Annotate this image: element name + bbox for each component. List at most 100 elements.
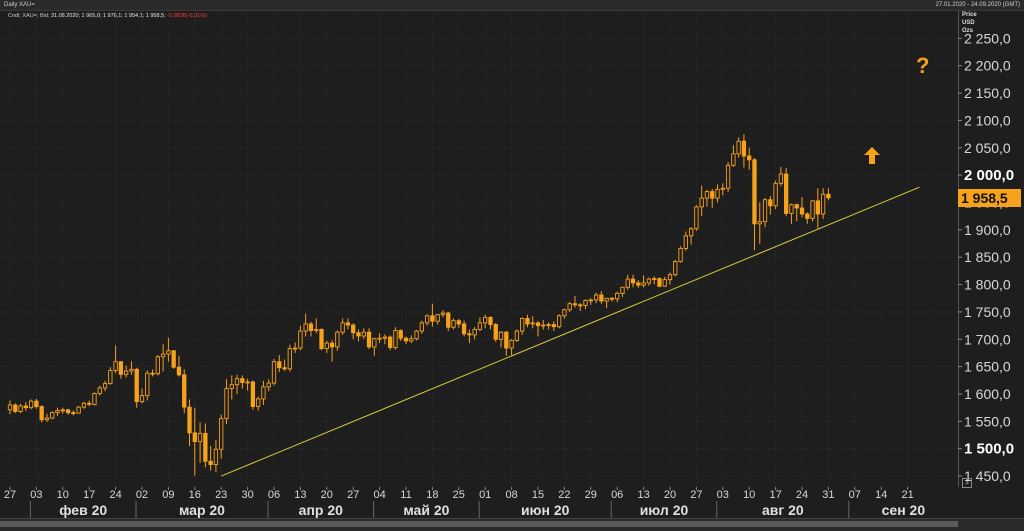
candle-body (762, 199, 768, 223)
candle-body (277, 361, 282, 369)
x-tick-label: 22 (558, 489, 570, 501)
candle (625, 274, 630, 291)
x-tick-label: 13 (637, 489, 649, 501)
month-label: май 20 (403, 502, 449, 518)
candle-body (155, 356, 160, 375)
candle (477, 317, 483, 332)
candle (546, 322, 551, 330)
candle (92, 392, 97, 406)
candle (646, 277, 652, 286)
candle (657, 277, 662, 288)
x-axis[interactable]: 27 03 10 17 24 02 09 16 23 30 06 13 20 27 04 11 18 25 01 08… (0, 487, 958, 518)
candle (229, 375, 234, 400)
candle (44, 413, 50, 422)
candle (461, 320, 467, 337)
candle-body (118, 361, 124, 375)
candle (773, 180, 778, 210)
candle (7, 400, 13, 415)
candle-body (699, 197, 704, 208)
up-arrow-icon (864, 147, 880, 164)
candle (187, 399, 192, 446)
candle (377, 333, 382, 344)
candle (741, 134, 747, 168)
candle (303, 313, 308, 337)
candle-body (182, 374, 187, 408)
candle (39, 405, 44, 423)
candle (60, 407, 65, 414)
unit-ozs: Ozs (962, 28, 974, 34)
candle-body (229, 384, 234, 389)
candle (683, 231, 688, 251)
x-tick-label: 31 (822, 489, 834, 501)
candle (562, 308, 567, 319)
candle-body (535, 322, 541, 327)
candle-body (477, 322, 483, 330)
x-tick-label: 03 (717, 489, 729, 501)
candle-body (419, 322, 424, 332)
candle (319, 328, 324, 351)
candle-body (314, 328, 319, 331)
y-tick-label: 2 000,0 (964, 167, 1014, 184)
y-tick-label: 2 050,0 (964, 140, 1011, 156)
candle-body (636, 282, 641, 286)
axis-corner-button[interactable]: 3 (962, 478, 972, 488)
candle (636, 280, 641, 288)
candle (514, 329, 520, 343)
candle (271, 358, 277, 386)
candlestick-chart[interactable] (0, 11, 958, 487)
candle (102, 380, 108, 392)
candle-body (240, 378, 245, 383)
candle-body (23, 405, 28, 409)
candle-body (108, 370, 113, 385)
candle-body (662, 279, 667, 287)
x-tick-label: 08 (505, 489, 517, 501)
x-tick-label: 15 (532, 489, 544, 501)
y-tick-label: 1 600,0 (964, 386, 1011, 402)
candle-body (372, 338, 377, 348)
x-tick-label: 17 (83, 489, 95, 501)
candle (805, 212, 810, 224)
candle-body (129, 368, 134, 372)
candle-body (520, 318, 525, 332)
candle-body (208, 460, 213, 466)
candle (250, 380, 256, 410)
candle-body (366, 331, 372, 348)
candle-body (673, 261, 678, 276)
candle-body (92, 392, 97, 405)
candle-body (609, 297, 615, 300)
price-axis[interactable] (958, 11, 1024, 487)
candle-body (28, 400, 34, 409)
candle (699, 185, 704, 217)
y-tick-label: 1 450,0 (964, 468, 1011, 484)
candle-body (615, 292, 620, 300)
candle-body (440, 312, 446, 316)
candle-body (625, 278, 630, 288)
candle-body (187, 406, 192, 434)
candle-body (483, 316, 488, 324)
x-tick-label: 24 (796, 489, 808, 501)
x-tick-label: 01 (479, 489, 491, 501)
candle-body (514, 330, 520, 341)
x-tick-label: 16 (189, 489, 201, 501)
candle (498, 331, 504, 348)
candle (752, 158, 757, 251)
candle (287, 344, 292, 372)
candle (208, 445, 213, 471)
question-mark-annotation: ? (916, 53, 930, 78)
candle-body (329, 342, 335, 348)
candle (604, 297, 609, 309)
candle (799, 197, 805, 218)
candle (456, 319, 461, 328)
candle (662, 276, 667, 287)
candle-body (456, 320, 461, 325)
candle-body (308, 323, 314, 331)
scroll-thumb[interactable] (0, 521, 958, 527)
candle-body (145, 372, 150, 397)
candle (50, 411, 55, 420)
candle-body (324, 342, 329, 350)
candle-body (599, 294, 604, 302)
candle (366, 328, 372, 350)
candle-body (435, 314, 440, 322)
candle (213, 439, 219, 473)
